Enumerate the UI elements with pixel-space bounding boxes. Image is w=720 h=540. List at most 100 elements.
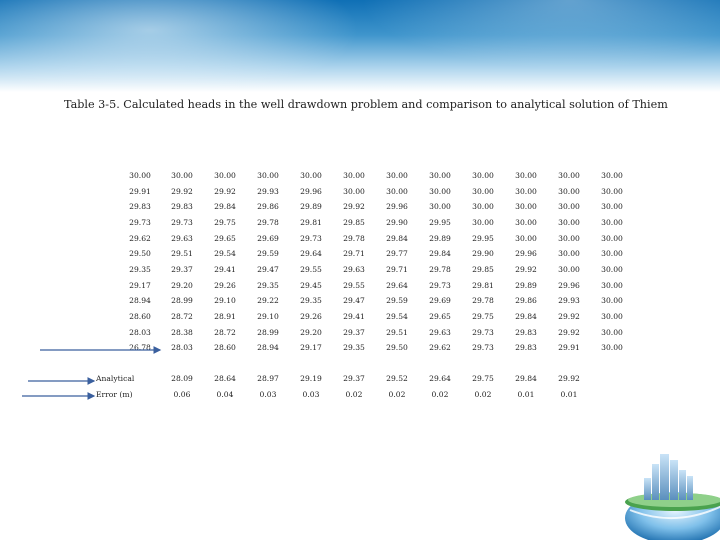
table-cell: 30.00 (601, 217, 623, 227)
table-cell: 30.00 (515, 186, 537, 196)
analytical-value: 28.09 (171, 374, 193, 383)
table-cell: 28.94 (257, 343, 279, 353)
table-cell: 30.00 (214, 171, 236, 180)
table-cell: 29.35 (343, 343, 365, 353)
table-cell: 28.03 (171, 343, 193, 353)
table-cell: 28.99 (257, 327, 279, 337)
table-cell: 29.84 (429, 249, 451, 259)
table-cell: 30.00 (472, 186, 494, 196)
table-cell: 29.35 (257, 280, 279, 290)
table-cell: 29.85 (343, 217, 365, 227)
table-cell: 29.77 (386, 249, 408, 259)
table-cell: 28.03 (129, 327, 151, 337)
table-cell: 29.50 (129, 249, 151, 259)
table-cell: 30.00 (515, 171, 537, 180)
table-cell: 30.00 (601, 296, 623, 306)
table-cell: 29.90 (386, 217, 408, 227)
table-cell: 29.41 (214, 264, 236, 274)
table-cell: 29.83 (515, 343, 537, 353)
table-cell: 29.96 (515, 249, 537, 259)
banner-glow (360, 0, 720, 70)
table-cell: 29.63 (343, 264, 365, 274)
table-cell: 30.00 (601, 311, 623, 321)
table-cell: 29.90 (472, 249, 494, 259)
error-value: 0.06 (173, 390, 191, 399)
banner-glow (0, 0, 360, 92)
table-cell: 29.92 (558, 327, 580, 337)
table-cell: 30.00 (558, 249, 580, 259)
table-cell: 30.00 (601, 280, 623, 290)
table-cell: 30.00 (171, 171, 193, 180)
analytical-value: 29.37 (343, 374, 365, 383)
table-cell: 29.73 (300, 233, 322, 243)
table-cell: 29.47 (257, 264, 279, 274)
table-cell: 29.84 (214, 202, 236, 212)
analytical-value: 29.19 (300, 374, 322, 383)
table-cell: 29.55 (343, 280, 365, 290)
table-cell: 30.00 (472, 202, 494, 212)
analytical-value: 29.52 (386, 374, 408, 383)
table-cell: 29.65 (429, 311, 451, 321)
analytical-value: 29.84 (515, 374, 537, 383)
table-cell: 29.64 (300, 249, 322, 259)
table-cell: 30.00 (558, 233, 580, 243)
table-cell: 30.00 (472, 171, 494, 180)
table-cell: 29.71 (386, 264, 408, 274)
table-cell: 30.00 (558, 217, 580, 227)
table-cell: 29.20 (171, 280, 193, 290)
page-title: Table 3-5. Calculated heads in the well … (64, 98, 668, 111)
table-cell: 29.81 (300, 217, 322, 227)
table-cell: 29.73 (129, 217, 151, 227)
table-cell: 29.83 (171, 202, 193, 212)
table-cell: 30.00 (515, 233, 537, 243)
analytical-value: 29.75 (472, 374, 494, 383)
table-cell: 29.10 (257, 311, 279, 321)
table-cell: 29.73 (472, 343, 494, 353)
table-cell: 29.78 (429, 264, 451, 274)
table-cell: 29.89 (300, 202, 322, 212)
table-cell: 29.63 (171, 233, 193, 243)
table-cell: 29.64 (386, 280, 408, 290)
error-value: 0.03 (259, 390, 277, 399)
table-cell: 29.92 (515, 264, 537, 274)
error-value: 0.01 (560, 390, 578, 399)
table-cell: 29.75 (472, 311, 494, 321)
table-cell: 29.22 (257, 296, 279, 306)
table-cell: 30.00 (429, 202, 451, 212)
table-cell: 29.26 (300, 311, 322, 321)
table-cell: 29.83 (515, 327, 537, 337)
table-cell: 29.71 (343, 249, 365, 259)
table-cell: 29.37 (343, 327, 365, 337)
table-cell: 28.38 (171, 327, 193, 337)
table-cell: 29.35 (300, 296, 322, 306)
error-value: 0.04 (216, 390, 234, 399)
table-cell: 29.73 (429, 280, 451, 290)
table-cell: 29.10 (214, 296, 236, 306)
table-cell: 29.78 (257, 217, 279, 227)
analytical-value: 28.97 (257, 374, 279, 383)
table-cell: 29.41 (343, 311, 365, 321)
table-cell: 29.65 (214, 233, 236, 243)
table-cell: 29.54 (386, 311, 408, 321)
table-cell: 29.84 (515, 311, 537, 321)
table-cell: 30.00 (558, 202, 580, 212)
table-cell: 30.00 (386, 186, 408, 196)
analytical-label: Analytical (96, 374, 135, 383)
table-cell: 28.99 (171, 296, 193, 306)
table-cell: 29.92 (558, 311, 580, 321)
table-cell: 29.45 (300, 280, 322, 290)
table-cell: 29.86 (257, 202, 279, 212)
table-cell: 28.60 (129, 311, 151, 321)
table-cell: 29.63 (429, 327, 451, 337)
table-cell: 30.00 (601, 202, 623, 212)
table-cell: 29.59 (257, 249, 279, 259)
table-cell: 29.89 (515, 280, 537, 290)
error-value: 0.02 (345, 390, 363, 399)
analytical-value: 28.64 (214, 374, 236, 383)
error-value: 0.01 (517, 390, 535, 399)
table-cell: 29.84 (386, 233, 408, 243)
table-cell: 29.26 (214, 280, 236, 290)
table-cell: 29.81 (472, 280, 494, 290)
table-cell: 29.92 (214, 186, 236, 196)
table-cell: 30.00 (601, 343, 623, 353)
